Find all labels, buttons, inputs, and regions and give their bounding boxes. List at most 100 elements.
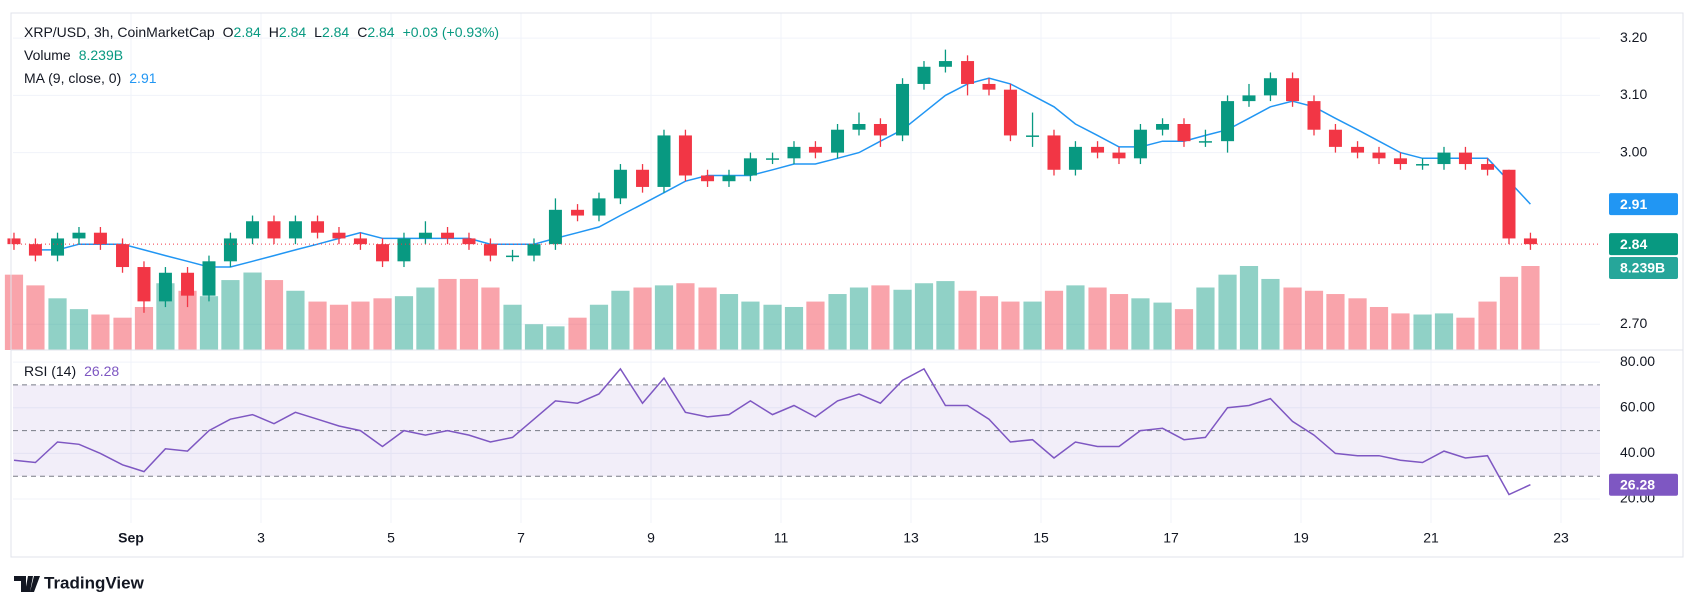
candle-body: [1263, 78, 1277, 96]
rsi-line: [13, 367, 1531, 496]
volume-tag: 8.239B: [1620, 260, 1665, 276]
volume-bar: [806, 301, 825, 350]
volume-bar: [849, 287, 869, 350]
rsi-tag: 26.28: [1620, 476, 1655, 492]
volume-label: Volume: [24, 47, 71, 63]
candle-body: [1502, 169, 1516, 239]
volume-bar: [1478, 301, 1497, 350]
candle-body: [1523, 238, 1537, 245]
volume-bar: [633, 287, 652, 350]
candle-body: [1091, 146, 1105, 153]
candle-body: [441, 232, 455, 239]
ma-line: [35, 77, 1531, 268]
y-tick-label: 3.20: [1620, 29, 1647, 45]
candle-body: [961, 61, 975, 84]
volume-bar: [611, 290, 630, 350]
candle-body: [1481, 164, 1495, 170]
candle-body: [1242, 95, 1256, 102]
ma-value: 2.91: [129, 70, 156, 86]
volume-bar: [828, 294, 847, 350]
candle-body: [1026, 135, 1040, 137]
x-tick-label: 3: [257, 530, 265, 546]
volume-bar: [1348, 298, 1367, 350]
frame: [10, 12, 1684, 558]
logo: [14, 576, 40, 592]
volume-bar: [329, 304, 349, 350]
plot: Sep 3 5 7 9 11 13 15 17 19 21 232.703.003.103.2020.…: [4, 13, 1655, 546]
volume-bar: [979, 296, 999, 350]
o-value: 2.84: [234, 24, 261, 40]
h-value: 2.84: [279, 24, 306, 40]
volume-bar: [373, 298, 392, 350]
volume-bar: [4, 274, 24, 350]
volume-bar: [1326, 294, 1345, 350]
volume-bar: [568, 317, 587, 350]
volume-bar: [719, 294, 739, 350]
volume-bar: [1304, 290, 1324, 350]
volume-bar: [438, 278, 457, 350]
candle-body: [223, 238, 237, 262]
candle-body: [1372, 152, 1386, 159]
volume-bar: [286, 290, 305, 350]
candle-body: [1458, 152, 1472, 165]
x-tick-label: 13: [903, 530, 919, 546]
volume-legend: Volume 8.239B: [24, 47, 123, 63]
candle-body: [527, 244, 541, 256]
rsi-tag-box: [1609, 473, 1678, 496]
rsi-label: RSI (14): [24, 363, 76, 379]
candle-body: [288, 221, 302, 239]
candle-body: [831, 129, 845, 153]
candle-body: [158, 272, 172, 302]
volume-bar: [199, 296, 219, 350]
candle-body: [592, 198, 606, 216]
volume-bar: [69, 309, 89, 350]
volume-bar: [308, 301, 327, 350]
volume-bar: [394, 296, 414, 350]
volume-bar: [1174, 309, 1194, 350]
volume-bar: [1283, 287, 1302, 350]
volume-bar: [936, 281, 955, 350]
candle-body: [722, 175, 736, 182]
rsi-value: 26.28: [84, 363, 119, 379]
price-tag: 2.84: [1620, 236, 1647, 252]
candle-body: [418, 232, 432, 239]
candle-body: [7, 238, 21, 245]
x-tick-label: 17: [1163, 530, 1179, 546]
candle-body: [267, 221, 281, 239]
rsi-legend: RSI (14) 26.28: [24, 363, 119, 379]
volume-bar: [698, 287, 717, 350]
volume-bar: [1239, 266, 1259, 350]
candle-body: [1003, 89, 1017, 136]
volume-bar: [676, 283, 695, 350]
candle-body: [1068, 146, 1082, 170]
volume-bar: [264, 280, 284, 350]
volume-bar: [459, 278, 479, 350]
candle-body: [852, 123, 866, 130]
candle-body: [51, 238, 65, 256]
candle-body: [311, 221, 325, 233]
volume-bar: [48, 298, 67, 350]
volume-bar: [1499, 276, 1519, 350]
candle-body: [766, 158, 780, 160]
candle-body: [1351, 146, 1365, 153]
rsi-tick-label: 60.00: [1620, 398, 1655, 414]
candle-body: [1328, 129, 1342, 147]
y-tick-label: 3.10: [1620, 86, 1647, 102]
volume-bar: [763, 304, 782, 350]
volume-bar: [1044, 290, 1064, 350]
volume-bar: [1066, 285, 1085, 350]
ma-legend: MA (9, close, 0) 2.91: [24, 70, 157, 86]
ma-tag: 2.91: [1620, 196, 1647, 212]
l-label: L: [314, 24, 322, 40]
volume-bar: [134, 306, 154, 350]
candle-body: [1177, 123, 1191, 142]
candle-body: [873, 123, 887, 136]
x-tick-label: Sep: [118, 530, 144, 546]
candle-body: [548, 209, 562, 245]
candle-body: [896, 83, 910, 136]
o-label: O: [223, 24, 234, 40]
volume-bar: [113, 317, 132, 350]
x-tick-label: 15: [1033, 530, 1049, 546]
h-label: H: [269, 24, 279, 40]
